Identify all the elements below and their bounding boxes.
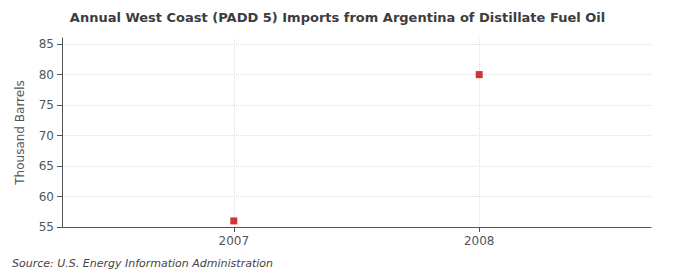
svg-text:85: 85 [39,37,54,51]
svg-text:Annual West Coast (PADD 5) Imp: Annual West Coast (PADD 5) Imports from … [70,10,605,25]
svg-text:80: 80 [39,68,54,82]
svg-text:Source: U.S. Energy Informatio: Source: U.S. Energy Information Administ… [12,257,273,270]
svg-text:55: 55 [39,220,54,234]
svg-text:2007: 2007 [219,234,250,248]
svg-text:65: 65 [39,159,54,173]
svg-text:60: 60 [39,190,54,204]
svg-text:75: 75 [39,98,54,112]
svg-text:70: 70 [39,129,54,143]
svg-text:Thousand Barrels: Thousand Barrels [13,80,27,185]
svg-text:2008: 2008 [464,234,495,248]
